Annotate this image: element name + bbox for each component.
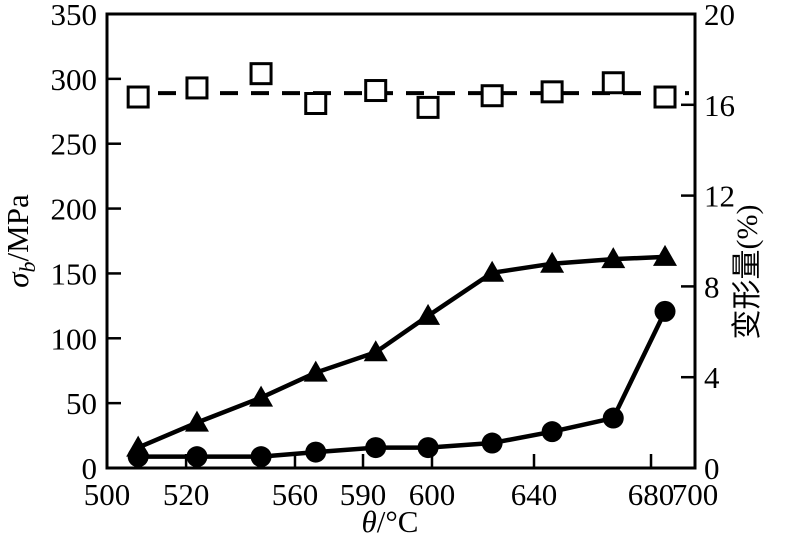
filled-triangle-marker — [480, 260, 505, 282]
open-square-marker — [185, 76, 209, 100]
filled-circle-marker — [654, 300, 676, 322]
x-tick-label: 680 — [628, 477, 675, 512]
triangle-series-line — [137, 254, 666, 450]
open-square-marker — [126, 85, 150, 109]
filled-circle-marker — [186, 446, 208, 468]
y-right-tick-label: 0 — [704, 451, 720, 486]
filled-triangle-marker — [653, 244, 678, 266]
x-tick-label: 600 — [409, 477, 456, 512]
y-left-tick-label: 100 — [51, 321, 98, 356]
filled-triangle-marker — [416, 303, 441, 325]
x-tick-label: 520 — [163, 477, 210, 512]
plot-border — [105, 12, 697, 470]
y-right-tick-label: 4 — [704, 360, 720, 395]
open-square-marker — [416, 95, 440, 119]
y-right-tick-label: 12 — [704, 179, 735, 214]
x-tick-label: 500 — [84, 477, 131, 512]
filled-circle-marker — [250, 446, 272, 468]
y-left-tick-label: 150 — [51, 256, 98, 291]
y-left-tick-label: 300 — [51, 62, 98, 97]
filled-circle-marker — [417, 437, 439, 459]
filled-triangle-marker — [184, 410, 209, 432]
filled-triangle-marker — [540, 251, 565, 273]
x-tick-label: 700 — [672, 477, 719, 512]
y-right-axis-label: 变形量(%) — [731, 205, 764, 340]
y-left-tick-label: 350 — [51, 0, 98, 32]
y-left-tick-label: 50 — [66, 386, 97, 421]
filled-triangle-marker — [363, 340, 388, 362]
filled-circle-marker — [602, 407, 624, 429]
y-right-tick-label: 8 — [704, 269, 720, 304]
filled-circle-marker — [127, 446, 149, 468]
open-square-marker — [540, 80, 564, 104]
x-tick-label: 560 — [272, 477, 319, 512]
filled-triangle-marker — [249, 385, 274, 407]
x-tick-label: 640 — [511, 477, 558, 512]
y-left-tick-label: 250 — [51, 127, 98, 162]
y-right-tick-label: 16 — [704, 88, 735, 123]
filled-circle-marker — [305, 441, 327, 463]
filled-triangle-marker — [601, 247, 626, 269]
open-square-marker — [249, 62, 273, 86]
open-square-marker — [601, 71, 625, 95]
open-square-marker — [364, 79, 388, 103]
x-axis-label: θ/°C — [362, 504, 419, 539]
open-square-marker — [653, 85, 677, 109]
y-left-tick-label: 200 — [51, 192, 98, 227]
open-square-marker — [304, 92, 328, 116]
filled-triangle-marker — [303, 360, 328, 382]
y-right-tick-label: 20 — [704, 0, 735, 32]
filled-circle-marker — [481, 432, 503, 454]
x-tick-label: 590 — [340, 477, 387, 512]
y-left-tick-label: 0 — [82, 451, 98, 486]
filled-circle-marker — [365, 437, 387, 459]
filled-circle-marker — [541, 421, 563, 443]
y-left-axis-label: σb/MPa — [0, 194, 40, 288]
open-square-marker — [480, 84, 504, 108]
circle-series-line — [138, 310, 668, 459]
